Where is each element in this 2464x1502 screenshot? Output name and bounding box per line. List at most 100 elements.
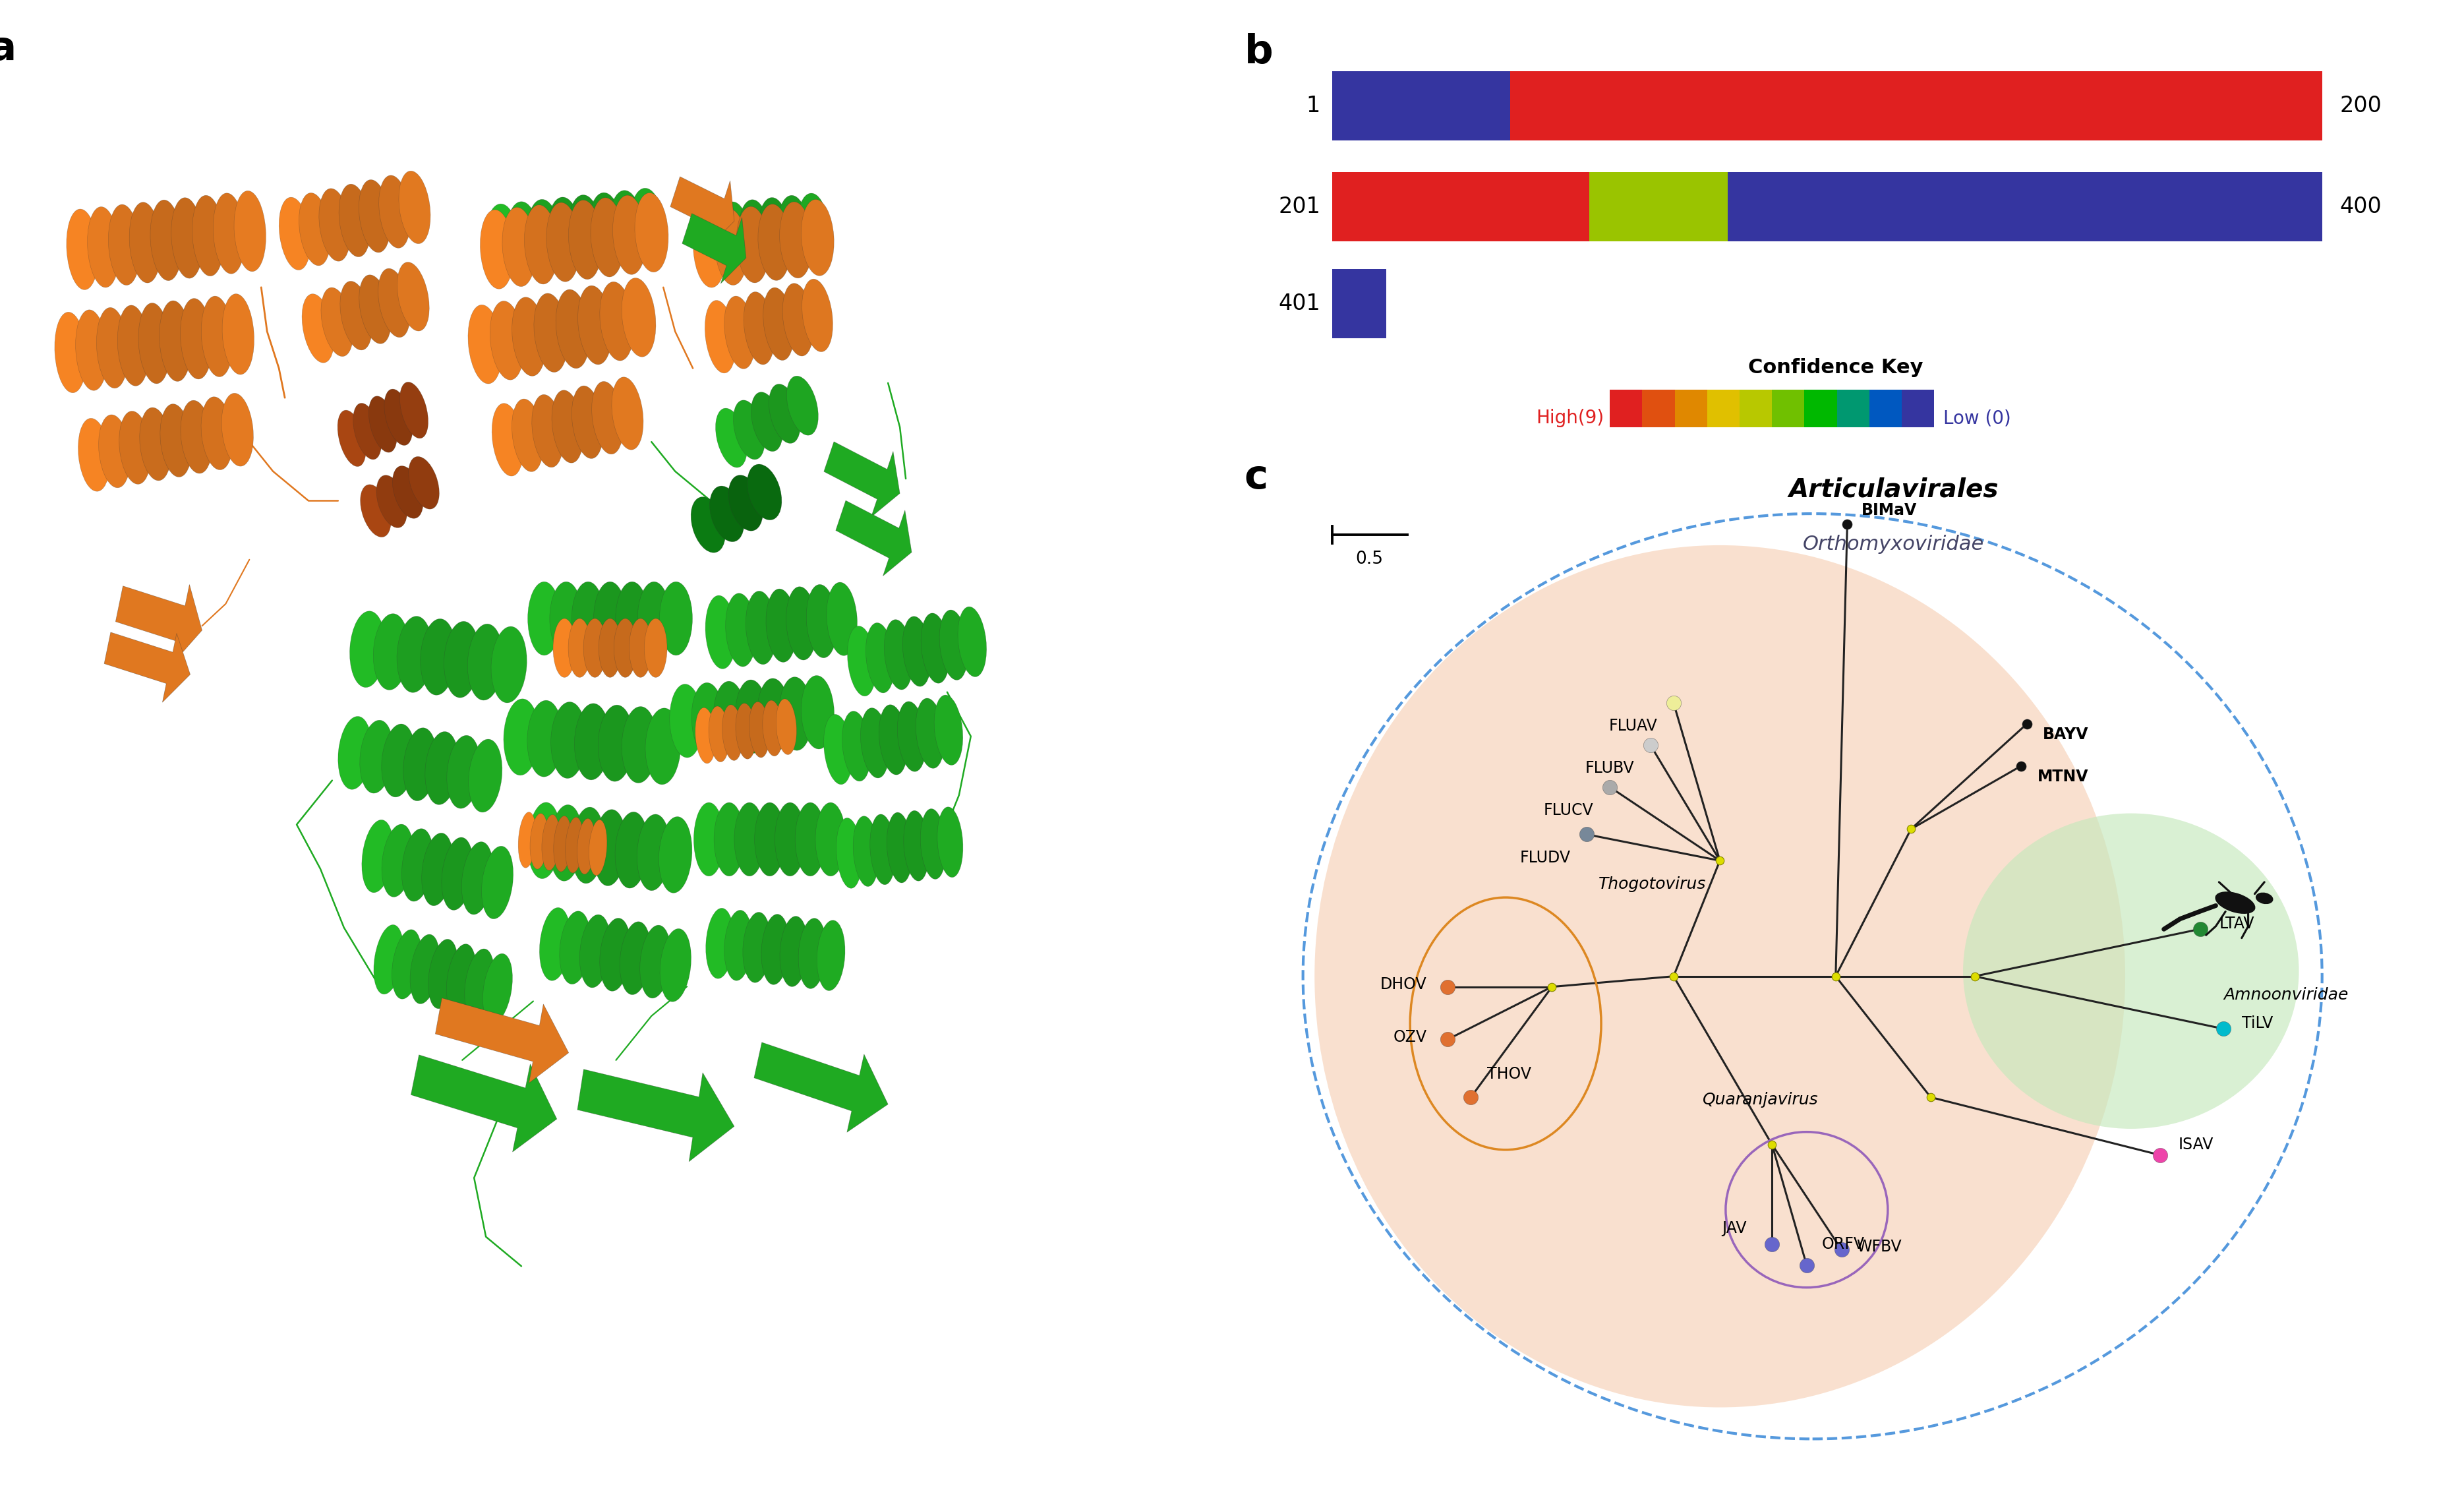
Bar [1333,71,1510,140]
Ellipse shape [468,305,503,383]
Text: Confidence Key: Confidence Key [1747,357,1924,377]
Polygon shape [754,1042,887,1133]
Ellipse shape [621,278,655,357]
Ellipse shape [769,385,801,443]
Text: LTAV: LTAV [2220,916,2255,931]
Ellipse shape [690,497,724,553]
Ellipse shape [594,810,626,886]
Ellipse shape [552,619,577,677]
Ellipse shape [424,731,458,805]
Ellipse shape [779,677,813,751]
Ellipse shape [715,802,744,876]
Ellipse shape [338,716,372,790]
Ellipse shape [222,294,254,374]
Bar [1836,389,1870,428]
Ellipse shape [835,819,862,888]
Ellipse shape [298,192,330,266]
Ellipse shape [752,392,784,452]
Bar [1510,71,2321,140]
Ellipse shape [468,623,503,700]
Ellipse shape [318,188,350,261]
Ellipse shape [444,622,480,698]
Ellipse shape [695,707,717,763]
Ellipse shape [372,614,409,689]
Ellipse shape [579,915,611,988]
Ellipse shape [429,939,458,1009]
Ellipse shape [724,593,756,667]
Ellipse shape [749,701,769,757]
Ellipse shape [108,204,140,285]
Ellipse shape [958,607,986,677]
Ellipse shape [180,299,212,379]
Ellipse shape [823,715,853,784]
Text: WFBV: WFBV [1855,1239,1902,1254]
Ellipse shape [599,282,633,360]
Polygon shape [670,177,734,246]
Ellipse shape [480,210,515,288]
Ellipse shape [404,728,436,801]
Ellipse shape [549,197,579,258]
Ellipse shape [636,192,668,272]
Ellipse shape [392,466,424,518]
Ellipse shape [922,613,949,683]
Ellipse shape [202,296,234,377]
Ellipse shape [54,312,86,394]
Ellipse shape [466,949,495,1018]
Ellipse shape [936,807,963,877]
Ellipse shape [559,912,591,984]
Ellipse shape [547,203,579,282]
Ellipse shape [705,909,734,979]
Ellipse shape [784,284,813,356]
Ellipse shape [160,404,192,478]
Text: OZV: OZV [1392,1029,1427,1045]
Ellipse shape [747,592,776,664]
Ellipse shape [737,206,769,282]
Text: JAV: JAV [1722,1221,1747,1236]
Ellipse shape [399,382,429,439]
Text: TiLV: TiLV [2242,1015,2274,1032]
Ellipse shape [360,719,394,793]
Ellipse shape [525,204,557,284]
Ellipse shape [99,415,131,488]
Text: Orthomyxoviridae: Orthomyxoviridae [1804,535,1984,554]
Polygon shape [116,584,202,662]
Ellipse shape [572,581,604,655]
Ellipse shape [409,457,439,509]
Ellipse shape [421,619,456,695]
Ellipse shape [577,285,611,365]
Ellipse shape [527,200,559,261]
Text: ISAV: ISAV [2178,1137,2213,1152]
Ellipse shape [734,400,764,460]
Ellipse shape [692,212,727,287]
Ellipse shape [611,377,643,449]
Text: FLUDV: FLUDV [1520,850,1570,865]
Ellipse shape [934,695,963,765]
Ellipse shape [646,707,680,784]
Ellipse shape [759,197,788,260]
Text: High(9): High(9) [1535,409,1604,428]
Ellipse shape [880,704,907,775]
Bar [1804,389,1836,428]
Ellipse shape [360,275,392,344]
Ellipse shape [375,925,404,994]
Ellipse shape [446,736,480,808]
Ellipse shape [340,185,370,257]
Ellipse shape [853,816,880,886]
Ellipse shape [796,802,825,876]
Ellipse shape [801,676,835,749]
Ellipse shape [865,623,894,692]
Ellipse shape [786,376,818,436]
Ellipse shape [503,698,540,775]
Ellipse shape [719,201,749,263]
Ellipse shape [2255,892,2274,904]
Text: BIMaV: BIMaV [1860,503,1917,518]
Ellipse shape [779,201,813,278]
Ellipse shape [843,710,870,781]
Polygon shape [577,1069,734,1161]
Ellipse shape [490,626,527,703]
Ellipse shape [202,397,234,470]
Ellipse shape [234,191,266,272]
Ellipse shape [643,619,668,677]
Ellipse shape [860,707,890,778]
Ellipse shape [591,198,623,276]
